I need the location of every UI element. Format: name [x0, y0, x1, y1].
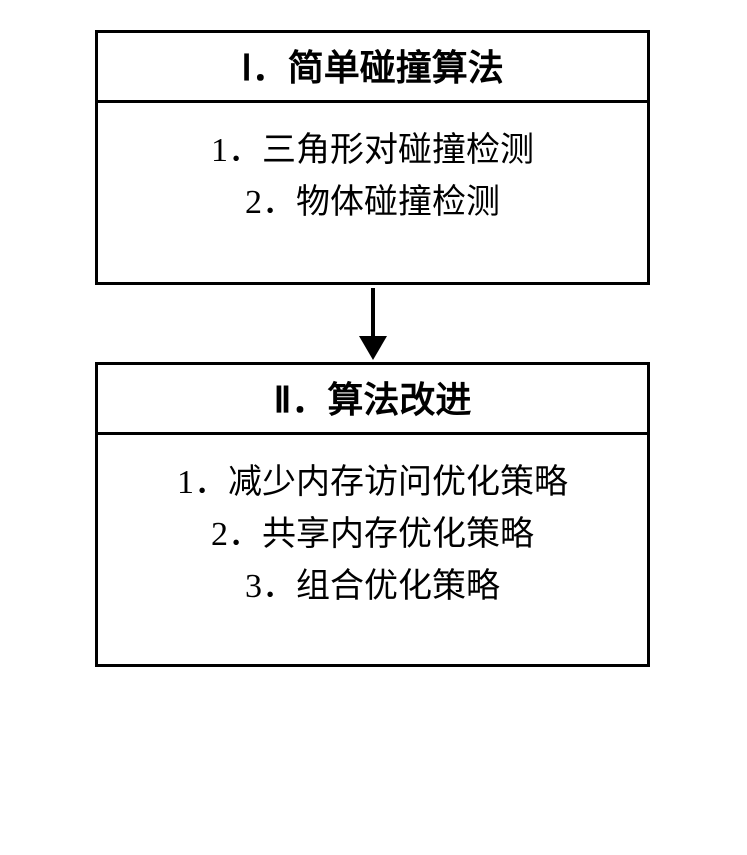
- box2-header: Ⅱ．算法改进: [98, 365, 647, 435]
- box2-body: 1．减少内存访问优化策略2．共享内存优化策略3．组合优化策略: [98, 435, 647, 635]
- box-algorithm-improvement: Ⅱ．算法改进 1．减少内存访问优化策略2．共享内存优化策略3．组合优化策略: [95, 362, 650, 667]
- box1-body: 1．三角形对碰撞检测2．物体碰撞检测: [98, 103, 647, 251]
- box2-item-2: 2．共享内存优化策略: [108, 509, 637, 561]
- box1-header: Ⅰ．简单碰撞算法: [98, 33, 647, 103]
- box1-item-2: 2．物体碰撞检测: [108, 177, 637, 229]
- box1-item-1: 1．三角形对碰撞检测: [108, 125, 637, 177]
- box-simple-collision: Ⅰ．简单碰撞算法 1．三角形对碰撞检测2．物体碰撞检测: [95, 30, 650, 285]
- box2-item-3: 3．组合优化策略: [108, 561, 637, 613]
- box2-item-1: 1．减少内存访问优化策略: [108, 457, 637, 509]
